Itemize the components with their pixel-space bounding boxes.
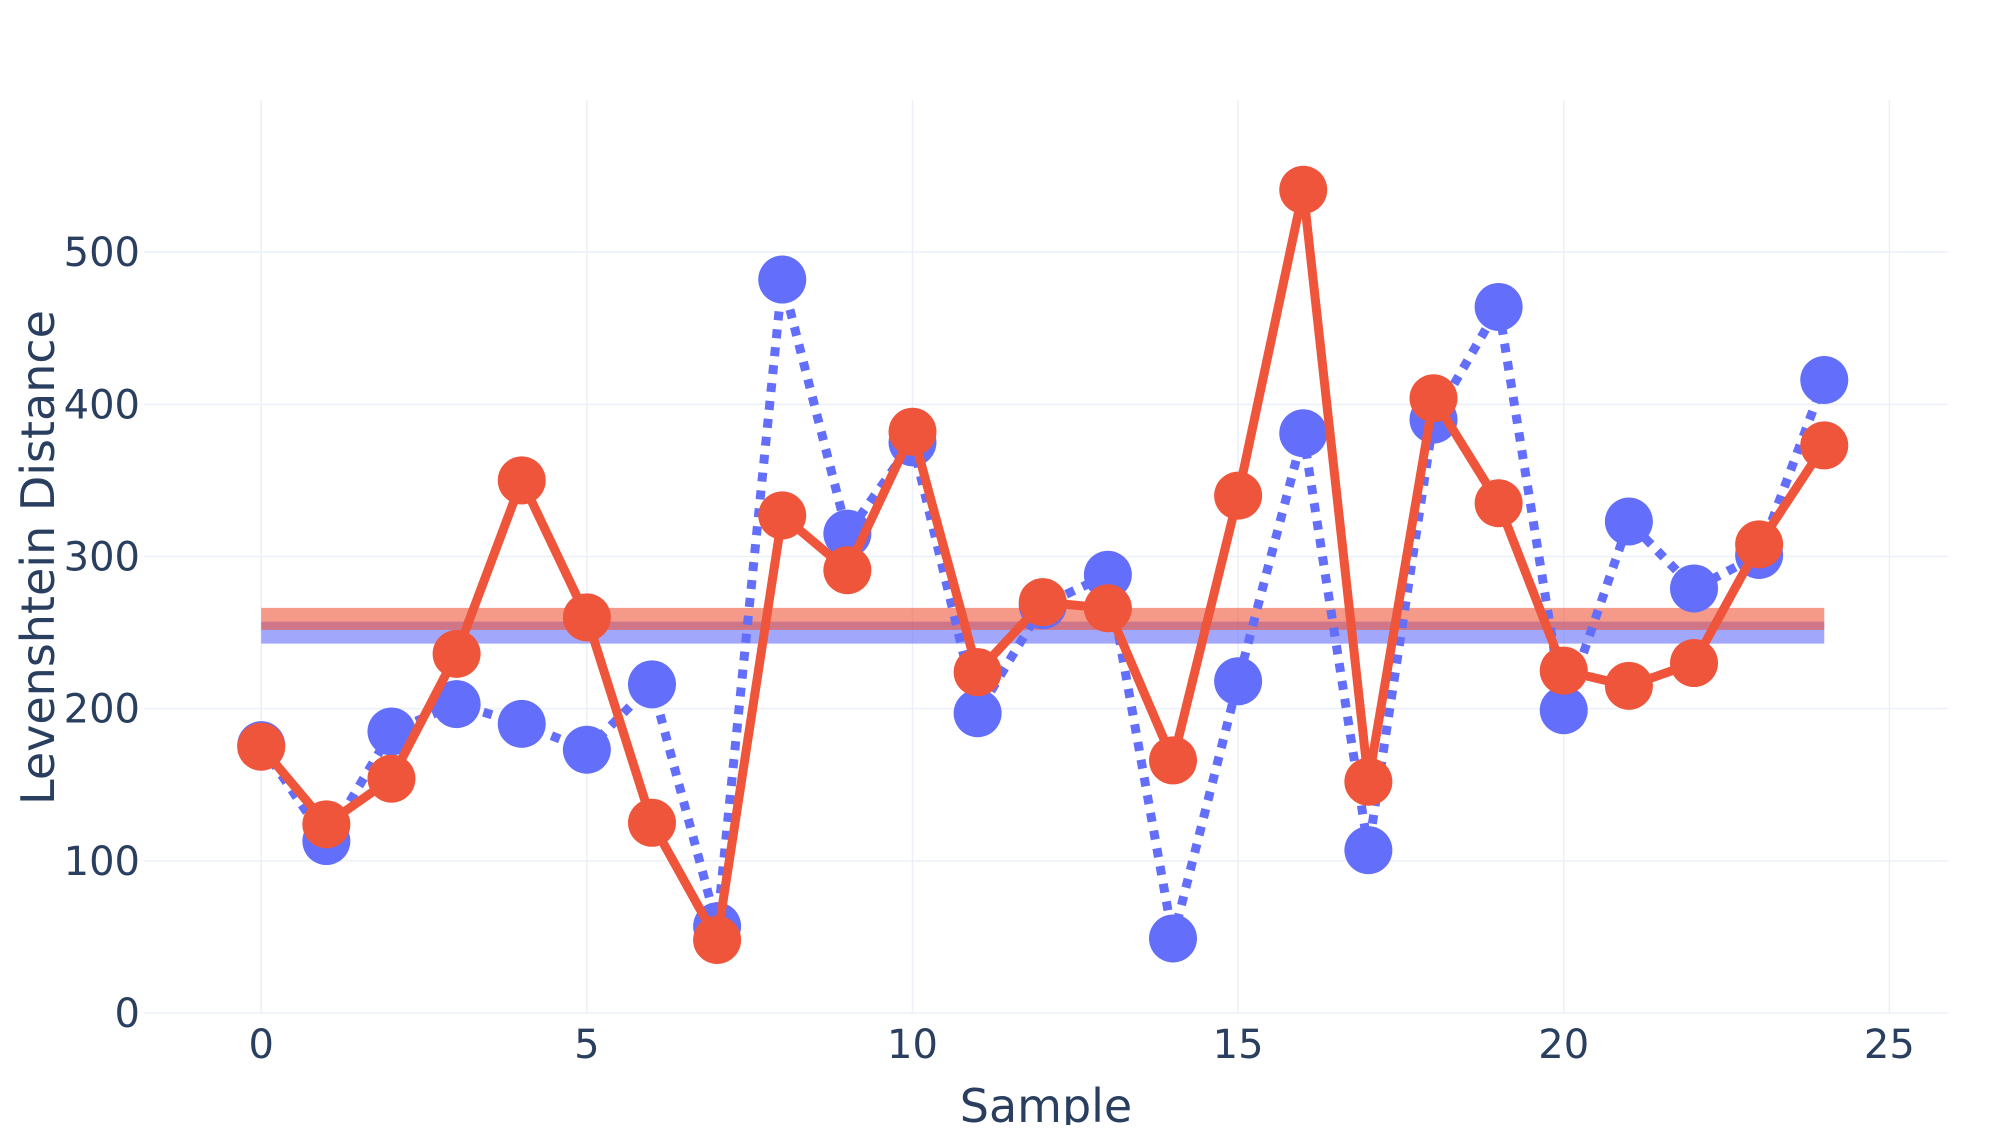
- series-2-point: [823, 546, 872, 595]
- y-tick-label: 0: [115, 991, 140, 1037]
- series-2-point: [1670, 639, 1719, 688]
- x-tick-label: 25: [1864, 1022, 1915, 1068]
- series-2-point: [627, 798, 676, 847]
- x-tick-label: 0: [249, 1022, 274, 1068]
- grid: [144, 100, 1948, 1014]
- series-2-point: [1800, 421, 1849, 470]
- series-2-point: [1474, 479, 1523, 528]
- series-1-point: [1800, 355, 1849, 404]
- series-2-point: [1148, 736, 1197, 785]
- series-1-point: [1279, 409, 1328, 458]
- series-2-point: [1083, 584, 1132, 633]
- series-2-point: [1344, 757, 1393, 806]
- series-2-point: [888, 407, 937, 456]
- series-1-point: [432, 680, 481, 729]
- series-1-point: [1148, 914, 1197, 963]
- x-tick-label: 15: [1213, 1022, 1264, 1068]
- series-1-point: [1670, 564, 1719, 613]
- series-2-point: [1604, 661, 1653, 710]
- series-1-point: [1344, 826, 1393, 875]
- tick-labels: 0 5 10 15 20 25 0 100 200 300 400 500: [64, 230, 1915, 1068]
- series-1-point: [1214, 657, 1263, 706]
- series-1-point: [1083, 550, 1132, 599]
- series-1-point: [497, 699, 546, 748]
- series-2-point: [1539, 646, 1588, 695]
- y-tick-label: 500: [64, 230, 140, 276]
- y-tick-label: 300: [64, 535, 140, 581]
- series-1-point: [1474, 282, 1523, 331]
- series-2-point: [302, 800, 351, 849]
- series-2-point: [1214, 471, 1263, 520]
- x-axis-title: Sample: [960, 1079, 1132, 1125]
- series-2-point: [953, 648, 1002, 697]
- x-tick-label: 10: [887, 1022, 938, 1068]
- y-tick-label: 400: [64, 382, 140, 428]
- series-2-point: [758, 491, 807, 540]
- series-1-point: [562, 725, 611, 774]
- series-2-point: [1735, 520, 1784, 569]
- series-2-point: [562, 593, 611, 642]
- x-tick-label: 20: [1538, 1022, 1589, 1068]
- y-tick-label: 200: [64, 687, 140, 733]
- series-1-point: [367, 707, 416, 756]
- series: [237, 165, 1849, 964]
- series-2-point: [497, 456, 546, 505]
- series-2-point: [1409, 374, 1458, 423]
- series-1-point: [627, 660, 676, 709]
- y-axis-title: Levenshtein Distance: [11, 310, 65, 805]
- series-1-point: [953, 689, 1002, 738]
- series-2: [237, 165, 1849, 964]
- series-2-point: [1279, 165, 1328, 214]
- series-2-line: [257, 185, 1829, 945]
- x-tick-label: 5: [574, 1022, 599, 1068]
- y-tick-label: 100: [64, 839, 140, 885]
- series-2-point: [1018, 578, 1067, 627]
- series-2-point: [237, 722, 286, 771]
- series-2-point: [432, 629, 481, 678]
- series-1-point: [758, 255, 807, 304]
- series-1-point: [1539, 686, 1588, 735]
- series-2-point: [693, 915, 742, 964]
- series-1-point: [1604, 497, 1653, 546]
- series-2-point: [367, 754, 416, 803]
